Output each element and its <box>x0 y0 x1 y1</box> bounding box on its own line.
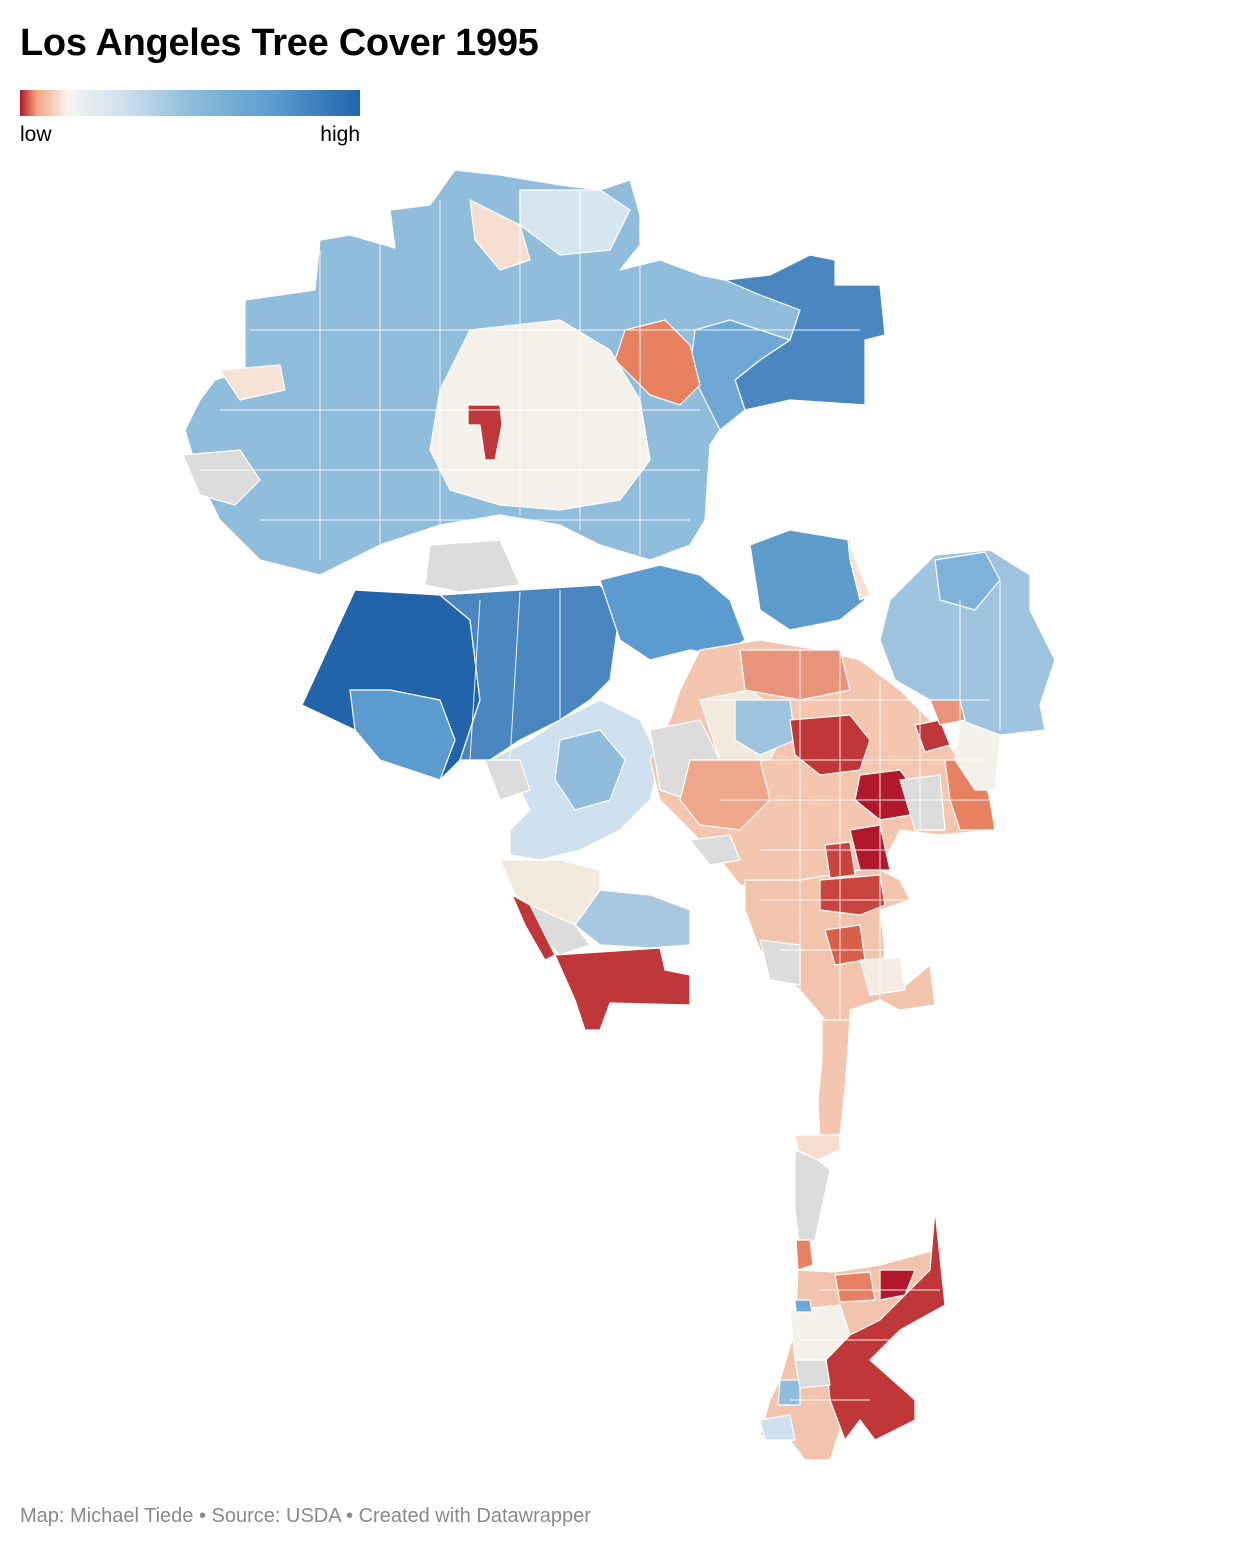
footer-credits: Map: Michael Tiede • Source: USDA • Crea… <box>20 1505 591 1527</box>
legend-high-label: high <box>320 123 360 146</box>
westside-gray <box>484 759 531 801</box>
valley-light-2 <box>469 199 531 271</box>
sanpedro-blue-2 <box>759 1414 796 1441</box>
bel-air <box>349 689 456 781</box>
sanpedro-gray <box>794 1359 831 1389</box>
boyle-red <box>914 719 951 753</box>
valley-red <box>467 404 503 461</box>
valley-gray-2 <box>424 539 521 593</box>
eagle-rock <box>934 551 1001 611</box>
griffith-east <box>847 539 871 601</box>
coast-strip <box>511 894 556 961</box>
griffith-park <box>749 529 866 631</box>
harbor-gray <box>794 1149 831 1251</box>
south-red-1 <box>819 874 886 916</box>
downtown-gray <box>899 774 946 831</box>
playa-light <box>499 859 601 926</box>
sanpedro-salmon <box>834 1271 876 1303</box>
legend-gradient-bar <box>20 90 360 116</box>
harbor-corridor-2 <box>794 1134 841 1161</box>
valley-gray-1 <box>182 449 261 506</box>
sanpedro-blue <box>777 1379 801 1406</box>
northeast-la <box>879 549 1056 736</box>
terminal-blue <box>794 1299 813 1313</box>
legend-low-label: low <box>20 123 52 146</box>
map-title: Los Angeles Tree Cover 1995 <box>20 22 539 64</box>
silverlake-salmon <box>739 649 851 701</box>
valley-center <box>429 319 651 511</box>
south-light <box>859 957 906 996</box>
color-legend: low high <box>20 90 360 149</box>
westchester <box>574 889 691 949</box>
westwood-blue <box>554 729 626 811</box>
harbor-corridor <box>817 1019 851 1141</box>
south-gray <box>759 939 801 986</box>
pacoima-area <box>614 319 701 406</box>
lax-airport <box>554 947 691 1031</box>
valley-light-3 <box>219 364 286 401</box>
port-of-la <box>825 1209 946 1441</box>
south-gray-2 <box>689 834 741 866</box>
harbor-orange <box>795 1239 814 1271</box>
sanpedro-light <box>789 1304 851 1361</box>
northeast-light <box>954 719 1001 791</box>
foothill-blue <box>689 319 791 431</box>
